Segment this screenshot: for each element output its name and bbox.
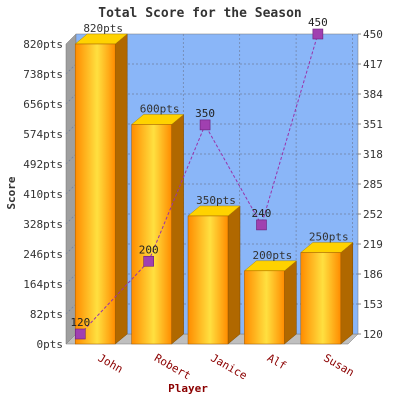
x-axis-title: Player bbox=[168, 382, 208, 395]
y-left-tick-label: 574pts bbox=[23, 128, 63, 141]
bar-value-label: 200pts bbox=[253, 249, 293, 262]
bar bbox=[244, 270, 285, 345]
line-marker bbox=[143, 255, 154, 267]
y-right-tick-label: 285 bbox=[363, 178, 383, 191]
y-axis-title: Score bbox=[5, 176, 18, 209]
y-right-tick-label: 351 bbox=[363, 118, 383, 131]
bar bbox=[300, 252, 342, 345]
line-value-label: 240 bbox=[252, 207, 272, 220]
chart-title: Total Score for the Season bbox=[98, 6, 302, 21]
y-left-tick-label: 492pts bbox=[23, 158, 63, 171]
line-value-label: 450 bbox=[308, 16, 328, 29]
y-right-tick-label: 186 bbox=[363, 268, 383, 281]
y-left-tick-label: 328pts bbox=[23, 218, 63, 231]
bar-value-label: 350pts bbox=[196, 194, 236, 207]
y-right-tick-label: 384 bbox=[363, 88, 383, 101]
y-left-tick-label: 246pts bbox=[23, 248, 63, 261]
line-value-label: 350 bbox=[195, 107, 215, 120]
x-tick-label: Janice bbox=[208, 351, 249, 382]
bar-side bbox=[114, 33, 128, 345]
y-right-tick-label: 318 bbox=[363, 148, 383, 161]
y-left-tick-label: 164pts bbox=[23, 278, 63, 291]
y-left-tick-label: 82pts bbox=[30, 308, 63, 321]
line-value-label: 200 bbox=[139, 243, 159, 256]
bar-value-label: 250pts bbox=[309, 231, 349, 244]
x-tick-label: Robert bbox=[152, 351, 193, 382]
axes: 0pts 82pts 164pts 246pts 328pts 410pts 492pts 5… bbox=[23, 28, 383, 382]
y-right-tick-label: 153 bbox=[363, 298, 383, 311]
y-left-tick-label: 738pts bbox=[23, 68, 63, 81]
bar-side bbox=[171, 113, 184, 345]
bar-side bbox=[227, 205, 241, 345]
y-right-tick-label: 450 bbox=[363, 28, 383, 41]
y-right-tick-label: 219 bbox=[363, 238, 383, 251]
bar bbox=[74, 43, 116, 345]
x-tick-label: John bbox=[96, 351, 125, 376]
y-right-tick-label: 120 bbox=[363, 328, 383, 341]
y-left-tick-label: 0pts bbox=[37, 338, 64, 351]
bar bbox=[131, 124, 172, 345]
line-marker bbox=[312, 28, 324, 40]
line-marker bbox=[199, 119, 211, 131]
line-value-label: 120 bbox=[70, 316, 90, 329]
plot-side-wall bbox=[65, 33, 77, 345]
y-right-tick-label: 252 bbox=[363, 208, 383, 221]
y-left-tick-label: 410pts bbox=[23, 188, 63, 201]
line-marker bbox=[74, 328, 86, 340]
bar-side bbox=[340, 242, 354, 345]
x-tick-label: Susan bbox=[321, 351, 356, 379]
bars: 820pts 600pts 350pts 200pts 250pts bbox=[74, 22, 354, 345]
bar-value-label: 820pts bbox=[83, 22, 123, 35]
x-tick-label: Alf bbox=[265, 351, 289, 372]
bar-side bbox=[284, 260, 297, 345]
y-left-tick-label: 820pts bbox=[23, 38, 63, 51]
line-series: 120 200 350 240 450 bbox=[70, 16, 328, 340]
y-right-tick-label: 417 bbox=[363, 58, 383, 71]
bar bbox=[187, 215, 229, 345]
line-marker bbox=[256, 219, 267, 231]
bar-value-label: 600pts bbox=[140, 102, 180, 115]
y-left-tick-label: 656pts bbox=[23, 98, 63, 111]
